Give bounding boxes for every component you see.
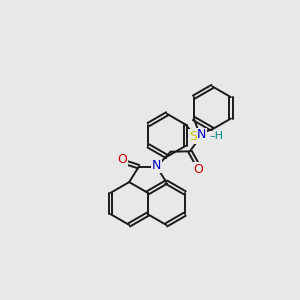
Text: N: N: [152, 159, 161, 172]
Text: S: S: [189, 130, 197, 143]
Text: –H: –H: [209, 131, 224, 141]
Text: O: O: [117, 153, 127, 167]
Text: N: N: [196, 128, 206, 141]
Text: O: O: [194, 163, 203, 176]
